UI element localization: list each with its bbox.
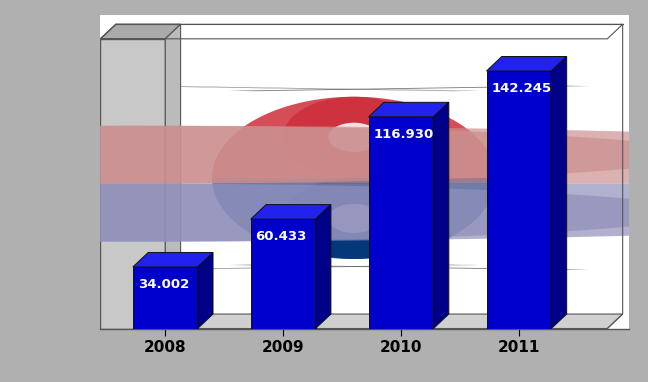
- Polygon shape: [0, 126, 648, 184]
- Polygon shape: [119, 86, 463, 91]
- Polygon shape: [551, 57, 566, 329]
- Text: 34.002: 34.002: [137, 278, 189, 291]
- Text: 60.433: 60.433: [255, 230, 307, 243]
- Polygon shape: [251, 205, 331, 219]
- Polygon shape: [135, 86, 479, 91]
- Polygon shape: [229, 265, 589, 270]
- Bar: [487, 71, 551, 329]
- Polygon shape: [133, 253, 213, 267]
- Polygon shape: [100, 24, 181, 39]
- Polygon shape: [434, 102, 449, 329]
- Bar: [369, 117, 434, 329]
- Polygon shape: [198, 253, 213, 329]
- Polygon shape: [316, 205, 331, 329]
- Bar: [100, 39, 165, 329]
- Polygon shape: [212, 178, 496, 259]
- Polygon shape: [369, 102, 449, 117]
- Polygon shape: [283, 178, 425, 259]
- Polygon shape: [229, 86, 589, 91]
- Polygon shape: [0, 184, 648, 241]
- Polygon shape: [0, 126, 648, 184]
- Bar: [251, 219, 316, 329]
- Polygon shape: [487, 57, 566, 71]
- Polygon shape: [165, 314, 623, 329]
- Polygon shape: [212, 97, 496, 178]
- Text: 142.245: 142.245: [491, 82, 551, 95]
- Polygon shape: [329, 123, 380, 152]
- Polygon shape: [329, 204, 380, 233]
- Polygon shape: [0, 184, 648, 241]
- Polygon shape: [135, 265, 479, 270]
- Polygon shape: [165, 24, 181, 329]
- Text: 116.930: 116.930: [373, 128, 434, 141]
- Polygon shape: [283, 97, 425, 178]
- Bar: [133, 267, 198, 329]
- Polygon shape: [119, 265, 463, 270]
